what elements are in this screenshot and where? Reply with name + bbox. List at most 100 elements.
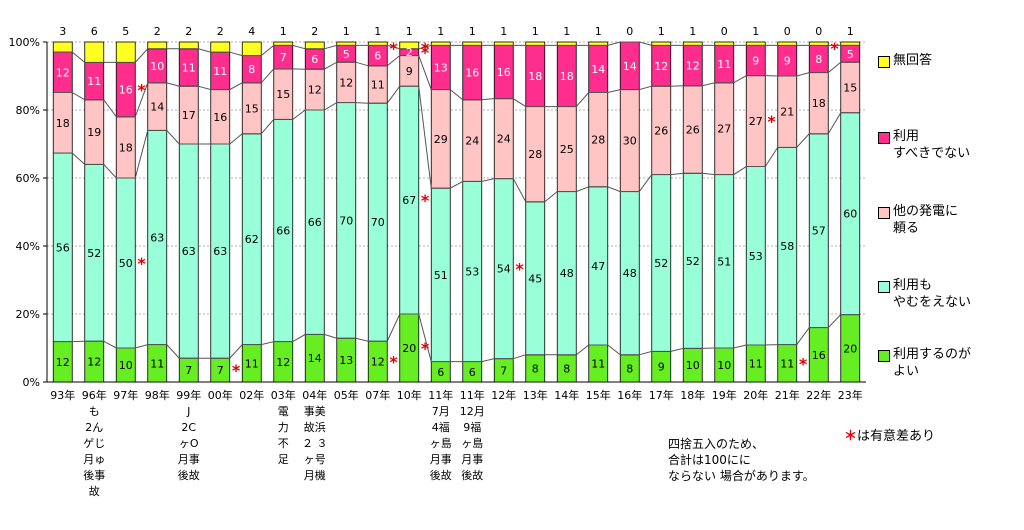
data-label: 6 [469,366,476,379]
data-label: 1 [469,25,476,38]
data-label: 9 [406,65,413,78]
data-label: 27 [749,115,763,128]
x-tick-label: 97年 [113,388,138,402]
data-label: 8 [563,362,570,375]
bar-segment [745,41,766,46]
data-label: 57 [812,225,826,238]
data-label: 26 [654,124,668,137]
rounding-note-line-2: 合計は100にに [668,453,751,467]
data-label: 60 [843,208,857,221]
y-tick-label: 80% [16,104,40,117]
x-tick-note: ヶ島 [461,436,483,450]
data-label: 6 [437,366,444,379]
data-label: 24 [465,135,479,148]
x-tick-note: ヶ島 [430,436,452,450]
data-label: 1 [847,25,854,38]
data-label: 1 [689,25,696,38]
data-label: 11 [150,357,164,370]
x-tick-label: 12年 [491,388,516,402]
y-tick-label: 100% [9,36,40,49]
x-tick-note: ヶO [179,437,199,450]
data-label: 1 [532,25,539,38]
data-label: 11 [87,75,101,88]
data-label: 5 [122,25,129,38]
x-tick-label: 11年 [460,388,485,402]
significance-marker: * [389,353,398,372]
data-label: 56 [56,241,70,254]
data-label: 14 [623,60,637,73]
x-tick-label: 20年 [743,388,768,402]
data-label: 4 [248,25,255,38]
significance-marker: * [830,39,839,58]
x-tick-note: 7月 [432,405,450,418]
legend-swatch-rely-other [878,207,890,219]
significance-text: は有意差あり [857,429,936,444]
x-tick-note: 月事 [461,453,483,466]
significance-marker: * [137,81,146,100]
data-label: 62 [245,233,259,246]
series-boundary-line [53,85,860,203]
data-label: 16 [119,84,133,97]
x-tick-note: 月事 [430,453,452,466]
data-label: 25 [560,143,574,156]
bar-segment [556,41,577,46]
y-tick-label: 20% [16,308,40,321]
data-label: 52 [87,247,101,260]
significance-marker: * [232,361,241,380]
data-label: 1 [658,25,665,38]
x-tick-label: 03年 [271,388,296,402]
data-label: 26 [686,124,700,137]
bar-segment [367,41,388,46]
significance-marker: * [421,191,430,210]
data-label: 63 [213,245,227,258]
x-tick-label: 15年 [586,388,611,402]
data-label: 12 [56,356,70,369]
data-label: 0 [815,25,822,38]
legend-label-should-not-use-1: 利用 [893,129,920,144]
data-label: 21 [780,106,794,119]
significance-marker: * [767,112,776,131]
data-label: 16 [812,349,826,362]
x-tick-label: 22年 [806,388,831,402]
data-label: 11 [245,357,259,370]
x-tick-label: 23年 [838,388,863,402]
data-label: 1 [500,25,507,38]
data-label: 45 [528,272,542,285]
data-label: 30 [623,135,637,148]
data-label: 63 [150,232,164,245]
x-tick-note: 力 [278,421,289,434]
data-label: 1 [280,25,287,38]
data-label: 66 [308,216,322,229]
data-label: 9 [752,55,759,68]
bar-segment [808,41,829,46]
x-tick-label: 19年 [712,388,737,402]
bar-segment [241,41,262,57]
legend-swatch-no-answer [878,56,890,68]
data-label: 51 [434,269,448,282]
y-tick-label: 40% [16,240,40,253]
data-label: 17 [182,109,196,122]
x-tick-label: 14年 [554,388,579,402]
x-tick-note: 2ん [85,421,103,434]
data-label: 7 [500,364,507,377]
data-label: 1 [437,25,444,38]
x-tick-label: 05年 [334,388,359,402]
data-label: 54 [497,263,511,276]
x-tick-label: 13年 [523,388,548,402]
bar-segment [525,41,546,46]
data-label: 14 [591,63,605,76]
data-label: 7 [217,364,224,377]
legend-item-good: 利用するのが よい [878,346,971,380]
data-label: 18 [56,117,70,130]
data-label: 12 [276,356,290,369]
data-label: 28 [591,134,605,147]
data-label: 20 [843,342,857,355]
data-label: 10 [150,60,164,73]
bar-segment [115,41,136,63]
x-tick-note: J [186,405,190,418]
data-label: 2 [406,46,413,59]
data-label: 12 [339,76,353,89]
x-tick-note: 月事 [178,453,200,466]
data-label: 13 [339,354,353,367]
significance-marker: * [421,39,430,58]
